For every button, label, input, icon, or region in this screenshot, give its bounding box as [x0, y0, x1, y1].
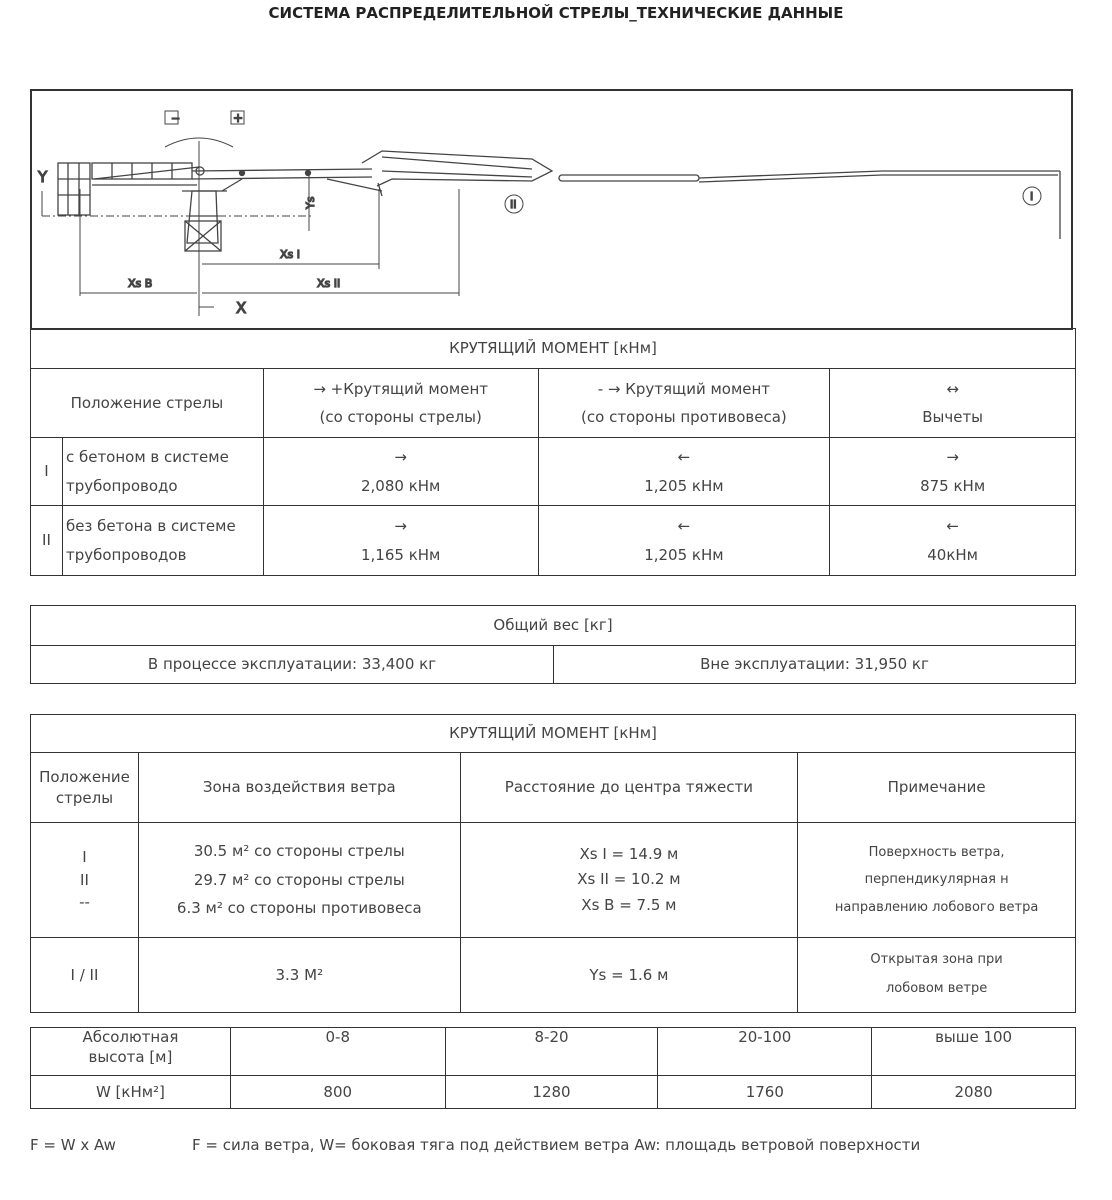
weight-title: Общий вес [кг]	[30, 605, 1076, 646]
dimension-lines	[41, 110, 1042, 316]
table-row: I с бетоном в системе трубопроводо → 2,080…	[30, 437, 1076, 506]
boom-drawing: − + Ys Xs I Xs B Xs II X Y II I	[36, 110, 1061, 318]
y-axis-label: Y	[37, 168, 48, 186]
xs2-label: Xs II	[317, 277, 340, 290]
wind-table-title: КРУТЯЩИЙ МОМЕНТ [кНм]	[30, 714, 1076, 753]
table-row: I / II 3.3 М² Ys = 1.6 м Открытая зона п…	[30, 937, 1076, 1013]
torque-table-title: КРУТЯЩИЙ МОМЕНТ [кНм]	[30, 328, 1076, 369]
boom-diagram: − + Ys Xs I Xs B Xs II X Y II I	[30, 89, 1073, 330]
rear-boom	[91, 162, 200, 186]
header-note: Примечание	[797, 752, 1076, 823]
wind-table: КРУТЯЩИЙ МОМЕНТ [кНм] Положение стрелы З…	[30, 714, 1076, 1013]
formula: F = W x Aw	[30, 1136, 116, 1154]
operating-weight: В процессе эксплуатации: 33,400 кг	[30, 645, 554, 684]
ys-label: Ys	[304, 196, 317, 210]
header-wind-zone: Зона воздействия ветра	[137, 752, 461, 823]
header-distance: Расстояние до центра тяжести	[459, 752, 799, 823]
header-deductions: ↔ Вычеты	[829, 368, 1076, 438]
table-row: II без бетона в системе трубопроводов → 1,…	[30, 505, 1076, 576]
non-operating-weight: Вне эксплуатации: 31,950 кг	[553, 645, 1076, 684]
counterweight	[57, 162, 91, 216]
wind-pressure-table: Абсолютная высота [м] 0-8 8-20 20-100 выш…	[30, 1027, 1076, 1109]
minus-label: −	[171, 112, 180, 125]
formula-legend: F = сила ветра, W= боковая тяга под дейс…	[192, 1136, 921, 1154]
weight-table: Общий вес [кг] В процессе эксплуатации: …	[30, 605, 1076, 684]
torque-table: КРУТЯЩИЙ МОМЕНТ [кНм] Положение стрелы →…	[30, 328, 1076, 576]
page-title: СИСТЕМА РАСПРЕДЕЛИТЕЛЬНОЙ СТРЕЛЫ_ТЕХНИЧЕ…	[268, 4, 844, 22]
header-boom-position: Положение стрелы	[30, 368, 264, 438]
header-position: Положение стрелы	[30, 752, 139, 823]
header-minus-torque: - → Крутящий момент (со стороны противове…	[537, 368, 831, 438]
position-2-label: II	[510, 198, 517, 211]
table-row: I II -- 30.5 м² со стороны стрелы 29.7 м² с…	[30, 822, 1076, 938]
xsb-label: Xs B	[128, 277, 152, 290]
folded-arm	[361, 150, 554, 197]
xs1-label: Xs I	[280, 248, 300, 261]
main-boom	[191, 166, 383, 192]
position-1-label: I	[1030, 190, 1033, 203]
header-plus-torque: → +Крутящий момент (со стороны стрелы)	[262, 368, 539, 438]
plus-label: +	[233, 111, 243, 125]
extended-arm	[558, 170, 1061, 239]
x-axis-label: X	[236, 299, 246, 317]
tower	[182, 190, 227, 252]
